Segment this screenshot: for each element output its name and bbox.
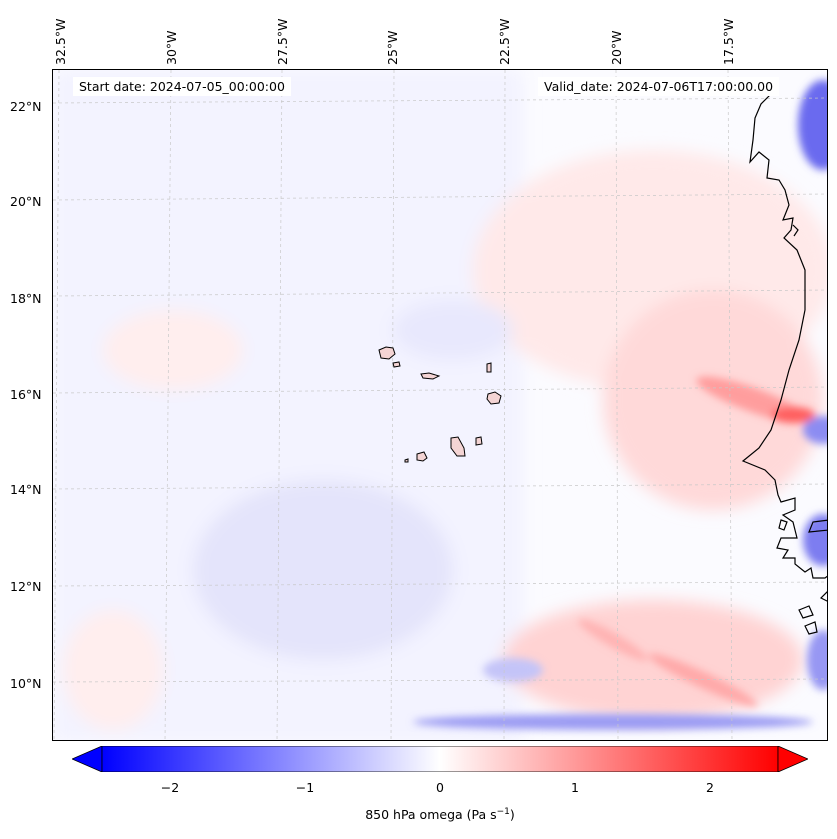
omega-field: [53, 70, 827, 740]
colorbar-label-text: 850 hPa omega (Pa s: [365, 807, 497, 823]
lon-label-27-5w: 27.5°W: [275, 18, 290, 65]
lat-label-20n: 20°N: [10, 194, 42, 209]
colorbar-tick-minus-1: −1: [295, 780, 315, 795]
field-guinea-blue: [807, 630, 827, 690]
field-coast-pink: [603, 290, 823, 510]
lat-label-18n: 18°N: [10, 291, 42, 306]
lon-label-32-5w: 32.5°W: [53, 18, 68, 65]
start-date-label: Start date: 2024-07-05_00:00:00: [73, 77, 291, 96]
colorbar-tick-1: 1: [571, 780, 579, 795]
island-boa-vista: [486, 391, 502, 405]
island-sal: [486, 362, 492, 373]
field-dakar-blue: [803, 416, 827, 444]
lon-label-22-5w: 22.5°W: [497, 18, 512, 65]
island-santo-antao: [378, 346, 396, 360]
colorbar: [72, 746, 808, 772]
field-west-pink: [103, 310, 243, 390]
colorbar-tick-0: 0: [436, 780, 444, 795]
lat-label-14n: 14°N: [10, 482, 42, 497]
island-sao-nicolau: [420, 372, 441, 380]
lat-label-10n: 10°N: [10, 676, 42, 691]
colorbar-label: 850 hPa omega (Pa s−1): [0, 807, 837, 822]
lat-label-16n: 16°N: [10, 387, 42, 402]
cape-verde-islands: [378, 346, 502, 463]
lon-label-17-5w: 17.5°W: [721, 18, 736, 65]
island-fogo: [416, 451, 428, 462]
graticule: [53, 70, 827, 740]
field-dakar-red: [771, 407, 815, 423]
colorbar-tick-minus-2: −2: [160, 780, 180, 795]
field-ne-blue: [798, 80, 827, 170]
colorbar-tick-2: 2: [706, 780, 714, 795]
lon-label-30w: 30°W: [164, 30, 179, 65]
colorbar-body: [101, 746, 779, 772]
omega-map[interactable]: [52, 69, 828, 741]
field-south-red-streak: [648, 653, 758, 707]
field-south-blue-band: [413, 714, 813, 730]
colorbar-extend-max: [777, 746, 808, 772]
field-south-red-streak-2: [578, 619, 648, 661]
field-southwest-pink: [63, 610, 163, 730]
field-mid-blue: [393, 300, 513, 360]
lon-label-20w: 20°W: [609, 30, 624, 65]
island-sao-vicente: [392, 361, 401, 368]
valid-date-label: Valid_date: 2024-07-06T17:00:00.00: [538, 77, 780, 96]
lon-label-25w: 25°W: [385, 30, 400, 65]
field-se-blue: [483, 658, 543, 682]
island-brava: [404, 458, 409, 463]
lat-label-12n: 12°N: [10, 579, 42, 594]
african-coastline: [741, 91, 827, 635]
colorbar-label-end: ): [509, 807, 515, 823]
lat-label-22n: 22°N: [10, 99, 42, 114]
field-gambia-blue: [803, 514, 827, 566]
island-santiago: [450, 436, 466, 457]
colorbar-extend-min: [72, 746, 103, 772]
field-ocean-blue-patch: [193, 480, 453, 660]
island-maio: [475, 436, 483, 446]
colorbar-label-exponent: −1: [496, 807, 510, 817]
